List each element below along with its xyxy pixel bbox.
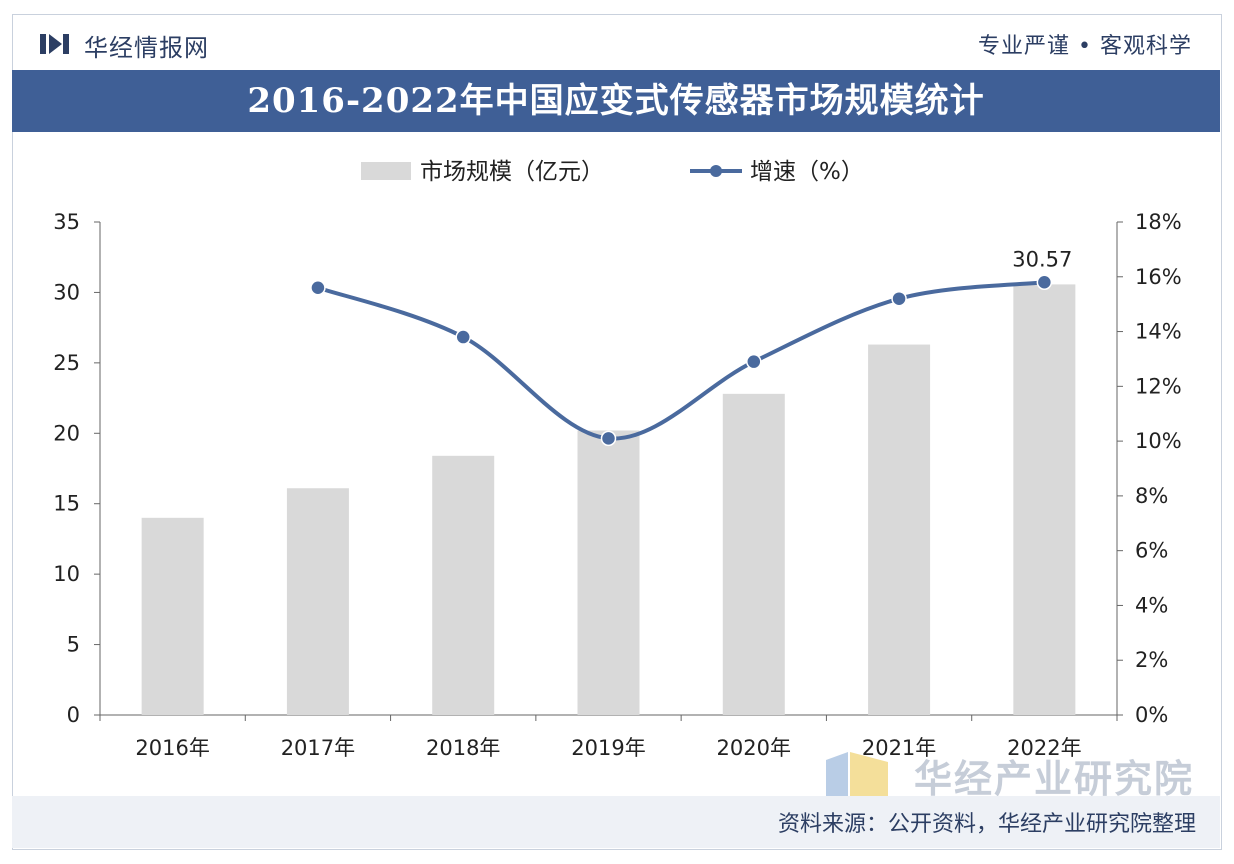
y-left-tick-label: 20 — [53, 421, 80, 445]
x-tick-label: 2022年 — [1007, 736, 1081, 760]
growth-point — [455, 329, 471, 345]
y-left-tick-label: 10 — [53, 562, 80, 586]
x-tick-label: 2019年 — [571, 736, 645, 760]
y-left-tick-label: 0 — [67, 703, 80, 727]
x-tick-label: 2021年 — [862, 736, 936, 760]
y-right-tick-label: 8% — [1135, 484, 1168, 508]
bar — [868, 344, 931, 715]
y-right-tick-label: 12% — [1135, 374, 1182, 398]
y-right-tick-label: 16% — [1135, 265, 1182, 289]
growth-point — [891, 290, 907, 307]
title-bar: 2016-2022年中国应变式传感器市场规模统计 — [12, 70, 1220, 132]
growth-point — [310, 279, 326, 296]
legend-bar-swatch — [361, 162, 411, 180]
legend-bar-label: 市场规模（亿元） — [420, 159, 604, 185]
y-right-tick-label: 2% — [1135, 648, 1168, 672]
bar — [577, 430, 640, 715]
x-tick-label: 2016年 — [135, 736, 209, 760]
growth-line — [315, 280, 1047, 441]
x-tick-label: 2017年 — [281, 736, 355, 760]
bar — [432, 455, 495, 715]
y-right-tick-label: 0% — [1135, 703, 1168, 727]
y-right-tick-label: 10% — [1135, 429, 1182, 453]
bar — [141, 517, 204, 715]
y-right-tick-label: 18% — [1135, 210, 1182, 234]
x-tick-label: 2018年 — [426, 736, 500, 760]
growth-point — [1036, 274, 1053, 291]
growth-point — [600, 430, 617, 447]
y-left-tick-label: 15 — [53, 492, 80, 516]
x-tick-label: 2020年 — [717, 736, 791, 760]
bar — [1013, 284, 1076, 715]
bar — [722, 393, 785, 715]
brand-name: 华经情报网 — [84, 34, 209, 62]
bar — [286, 488, 349, 715]
brand-logo-icon — [40, 34, 69, 54]
footer-bar: 资料来源：公开资料，华经产业研究院整理 — [12, 796, 1220, 848]
legend-line-label: 增速（%） — [750, 159, 864, 185]
legend-line-marker — [710, 165, 722, 177]
slogan: 专业严谨 • 客观科学 — [978, 34, 1192, 59]
y-right-tick-label: 4% — [1135, 593, 1168, 617]
header-bar: 华经情报网 专业严谨 • 客观科学 — [12, 14, 1220, 70]
y-left-tick-label: 25 — [53, 351, 80, 375]
watermark-text: 华经产业研究院 — [913, 757, 1194, 801]
y-left-tick-label: 30 — [53, 280, 80, 304]
y-right-tick-label: 14% — [1135, 320, 1182, 344]
data-label: 30.57 — [1012, 247, 1072, 271]
y-left-tick-label: 35 — [53, 210, 80, 234]
growth-point — [746, 353, 762, 370]
chart-title: 2016-2022年中国应变式传感器市场规模统计 — [247, 81, 985, 121]
source-note: 资料来源：公开资料，华经产业研究院整理 — [777, 812, 1196, 837]
y-left-tick-label: 5 — [67, 633, 80, 657]
y-right-tick-label: 6% — [1135, 539, 1168, 563]
